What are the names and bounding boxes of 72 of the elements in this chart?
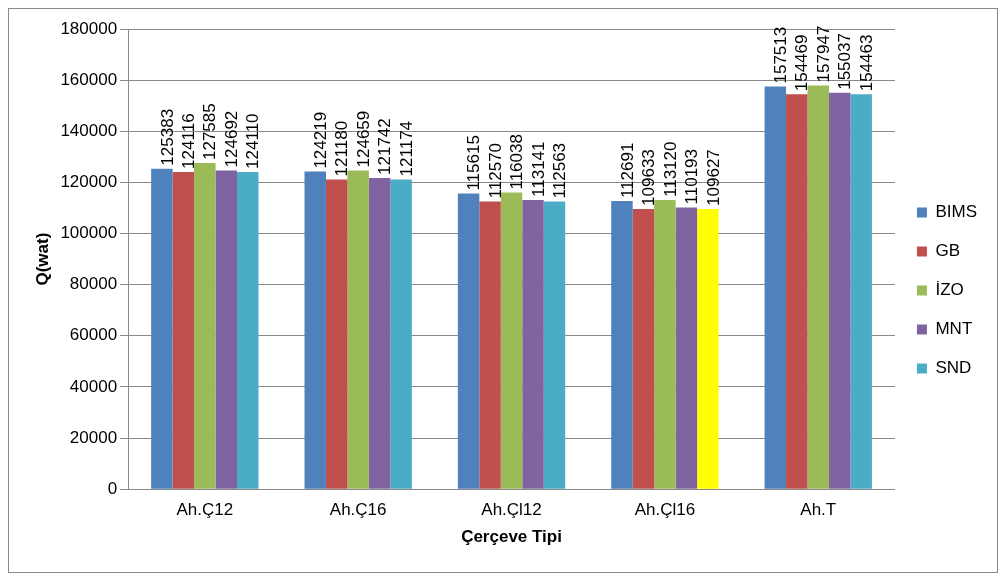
y-tick-label: 160000 (60, 69, 118, 89)
data-label: 115615 (464, 135, 484, 191)
data-label: 124692 (221, 110, 241, 168)
data-label: 125383 (157, 108, 177, 166)
data-label: 121742 (375, 118, 395, 175)
data-label: 124110 (243, 113, 263, 169)
data-label: 157947 (813, 25, 833, 83)
bar (325, 179, 348, 489)
bar (368, 177, 391, 489)
bar (479, 201, 501, 489)
data-label: 124219 (310, 111, 330, 169)
data-label: 110193 (682, 149, 702, 205)
bar (828, 92, 851, 489)
y-tick-label: 20000 (69, 427, 118, 447)
bar (764, 86, 787, 489)
data-label: 157513 (771, 26, 790, 84)
data-label: 112691 (617, 142, 637, 199)
legend-label: MNT (935, 319, 973, 339)
bar (786, 94, 808, 489)
bar (457, 193, 480, 489)
data-label: 112563 (550, 142, 570, 199)
data-label: 124659 (353, 110, 373, 168)
bar (543, 201, 566, 489)
bar (611, 201, 633, 489)
data-label: 109627 (703, 149, 723, 206)
y-tick-label: 60000 (69, 325, 118, 345)
y-axis-title: Q(wat) (32, 232, 52, 286)
bar (500, 192, 523, 489)
bar (697, 208, 719, 489)
y-tick-label: 100000 (60, 223, 118, 243)
x-tick-label: Ah.Çl16 (634, 500, 696, 520)
bar (347, 170, 369, 489)
bar (151, 168, 173, 489)
bar (654, 199, 676, 489)
data-label: 113120 (660, 141, 680, 197)
x-axis-title: Çerçeve Tipi (461, 527, 562, 547)
data-label: 127585 (200, 103, 220, 161)
x-tick-label: Ah.Ç16 (329, 500, 387, 520)
data-label: 121180 (332, 120, 352, 177)
x-tick-label: Ah.T (800, 500, 837, 520)
data-label: 154469 (792, 34, 812, 92)
bar (522, 199, 544, 489)
bar (850, 94, 872, 489)
data-label: 116038 (507, 134, 527, 190)
bar (304, 171, 326, 489)
data-label: 113141 (528, 141, 548, 197)
y-tick-label: 120000 (60, 172, 118, 192)
bar (215, 170, 238, 489)
legend-label: İZO (935, 280, 964, 300)
x-tick-label: Ah.Ç12 (176, 500, 234, 520)
bar (172, 171, 195, 489)
data-label: 121174 (396, 120, 416, 177)
bar (390, 179, 412, 489)
legend-label: GB (935, 241, 960, 261)
bar (675, 207, 698, 489)
data-label: 112570 (485, 142, 505, 199)
bar (237, 171, 259, 489)
y-tick-label: 140000 (60, 120, 118, 140)
y-tick-label: 80000 (69, 274, 118, 294)
data-label: 155037 (835, 33, 855, 90)
bar (807, 85, 829, 489)
legend-label: SND (935, 358, 972, 378)
y-tick-label: 0 (107, 478, 118, 498)
data-label: 109633 (639, 149, 659, 206)
x-tick-label: Ah.Çl12 (481, 500, 542, 520)
y-tick-label: 180000 (60, 18, 118, 38)
bar (632, 208, 655, 489)
y-tick-label: 40000 (69, 376, 118, 396)
data-label: 154463 (856, 34, 876, 92)
legend-label: BIMS (935, 202, 977, 222)
bar (194, 163, 216, 489)
data-label: 124116 (179, 113, 199, 169)
